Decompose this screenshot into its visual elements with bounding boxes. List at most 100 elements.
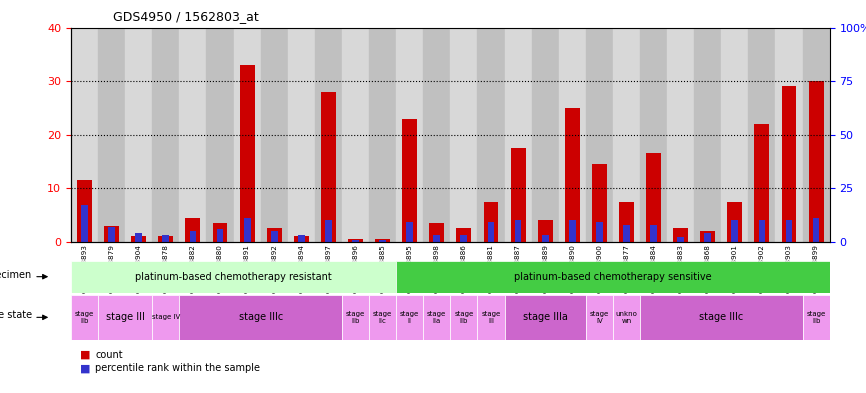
Text: stage III: stage III: [106, 312, 145, 322]
Text: stage
III: stage III: [481, 311, 501, 323]
Bar: [288, 28, 315, 242]
Bar: [619, 202, 634, 242]
Bar: [243, 218, 250, 242]
Text: disease state: disease state: [0, 310, 32, 320]
Text: platinum-based chemotherapy resistant: platinum-based chemotherapy resistant: [135, 272, 332, 282]
Bar: [342, 295, 369, 340]
Bar: [591, 164, 607, 242]
Bar: [315, 28, 342, 242]
Bar: [646, 153, 661, 242]
Bar: [450, 295, 477, 340]
Text: stage IV: stage IV: [152, 314, 180, 320]
Text: GDS4950 / 1562803_at: GDS4950 / 1562803_at: [113, 10, 258, 23]
Bar: [240, 65, 255, 242]
Bar: [132, 236, 146, 242]
Text: stage IIIc: stage IIIc: [238, 312, 283, 322]
Text: percentile rank within the sample: percentile rank within the sample: [95, 364, 261, 373]
Bar: [727, 202, 742, 242]
Bar: [234, 28, 261, 242]
Bar: [456, 228, 471, 242]
Bar: [505, 295, 585, 340]
Bar: [514, 220, 521, 242]
Text: stage
II: stage II: [400, 311, 419, 323]
Text: unkno
wn: unkno wn: [616, 311, 637, 323]
Bar: [375, 239, 390, 242]
Text: ■: ■: [80, 364, 90, 373]
Bar: [212, 223, 228, 242]
Text: stage
IIb: stage IIb: [346, 311, 365, 323]
Bar: [179, 295, 342, 340]
Bar: [673, 228, 688, 242]
Bar: [704, 233, 711, 242]
Bar: [477, 28, 505, 242]
Bar: [559, 28, 585, 242]
Bar: [77, 180, 92, 242]
Bar: [759, 220, 766, 242]
Bar: [809, 81, 824, 242]
Bar: [81, 205, 88, 242]
Bar: [348, 239, 363, 242]
Bar: [216, 229, 223, 242]
Text: stage
IIa: stage IIa: [427, 311, 446, 323]
Bar: [585, 295, 613, 340]
Bar: [104, 226, 120, 242]
Bar: [152, 295, 179, 340]
Bar: [430, 223, 444, 242]
Bar: [298, 235, 305, 242]
Bar: [126, 28, 152, 242]
Text: ■: ■: [80, 350, 90, 360]
Bar: [781, 86, 797, 242]
Bar: [108, 227, 115, 242]
Bar: [294, 236, 309, 242]
Bar: [98, 28, 126, 242]
Bar: [701, 231, 715, 242]
Bar: [812, 218, 819, 242]
Bar: [461, 235, 468, 242]
Bar: [565, 108, 579, 242]
Bar: [803, 295, 830, 340]
Bar: [450, 28, 477, 242]
Text: stage
IV: stage IV: [590, 311, 609, 323]
Bar: [135, 233, 142, 242]
Bar: [267, 228, 281, 242]
Bar: [640, 28, 667, 242]
Bar: [483, 202, 499, 242]
Bar: [158, 236, 173, 242]
Bar: [640, 295, 803, 340]
Text: specimen: specimen: [0, 270, 32, 280]
Bar: [785, 220, 792, 242]
Bar: [650, 224, 657, 242]
Bar: [623, 224, 630, 242]
Bar: [342, 28, 369, 242]
Bar: [71, 28, 98, 242]
Bar: [538, 220, 553, 242]
Bar: [477, 295, 505, 340]
Bar: [511, 148, 526, 242]
Bar: [667, 28, 695, 242]
Bar: [569, 220, 576, 242]
Bar: [163, 235, 169, 242]
Bar: [748, 28, 775, 242]
Bar: [721, 28, 748, 242]
Bar: [379, 240, 386, 242]
Bar: [190, 231, 197, 242]
Text: stage
IIb: stage IIb: [75, 311, 94, 323]
Bar: [677, 237, 684, 242]
Text: stage IIIa: stage IIIa: [523, 312, 567, 322]
Bar: [396, 261, 830, 293]
Bar: [585, 28, 613, 242]
Bar: [179, 28, 206, 242]
Bar: [423, 295, 450, 340]
Bar: [488, 222, 494, 242]
Bar: [325, 220, 332, 242]
Bar: [206, 28, 234, 242]
Text: count: count: [95, 350, 123, 360]
Bar: [505, 28, 532, 242]
Bar: [695, 28, 721, 242]
Bar: [71, 295, 98, 340]
Bar: [732, 220, 738, 242]
Bar: [98, 295, 152, 340]
Text: stage IIIc: stage IIIc: [699, 312, 743, 322]
Bar: [542, 235, 548, 242]
Bar: [613, 295, 640, 340]
